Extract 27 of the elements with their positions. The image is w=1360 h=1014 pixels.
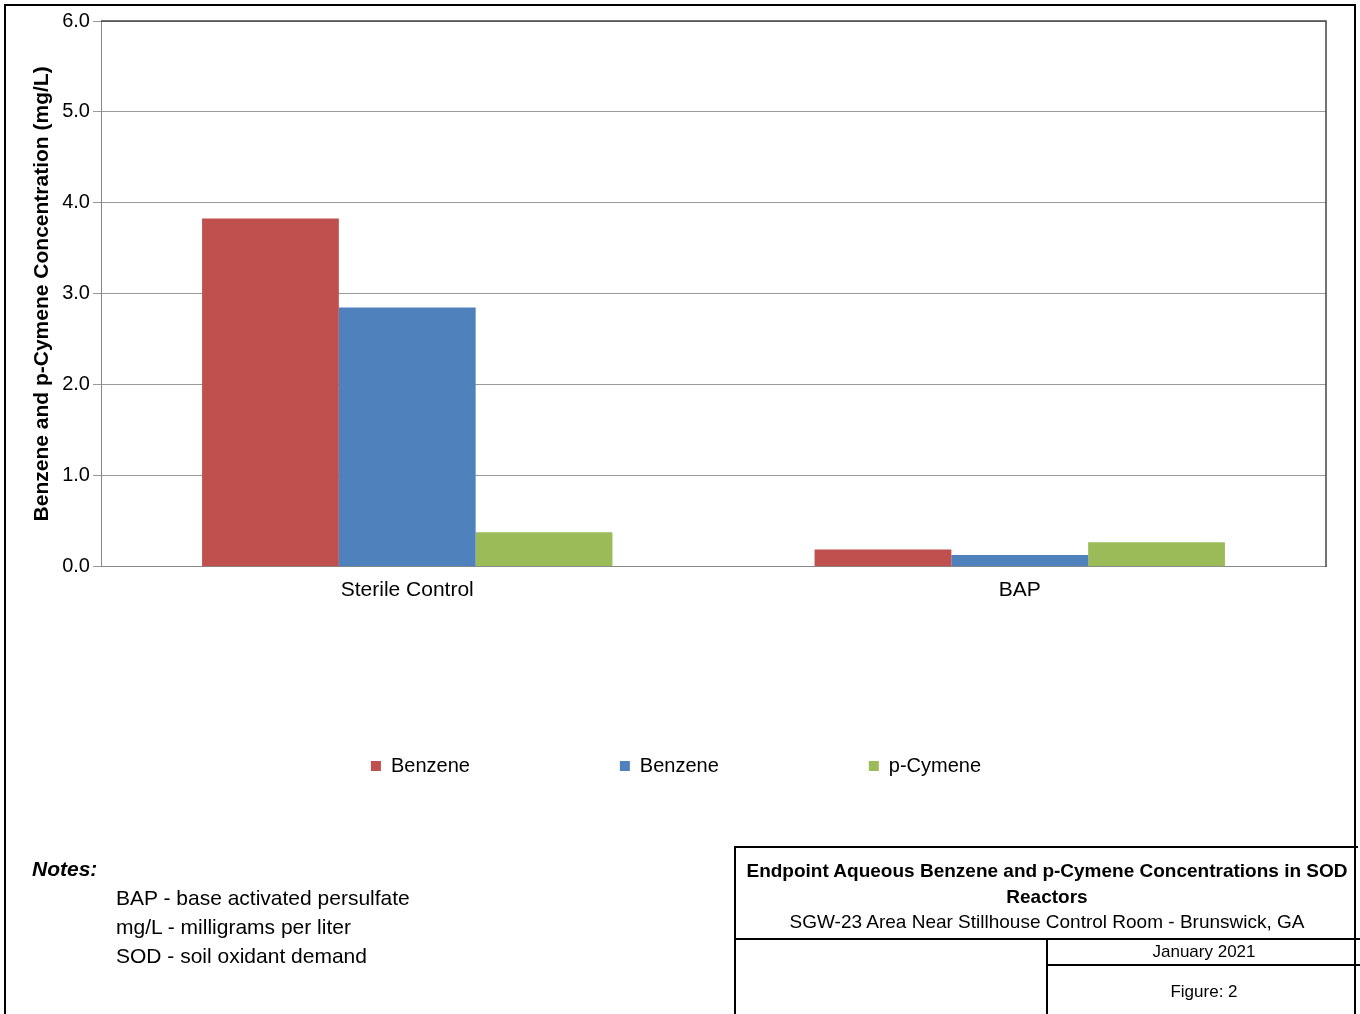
legend-label: Benzene <box>390 753 470 776</box>
y-tick-label: 4.0 <box>62 190 90 213</box>
text: SGW-23 Area Near Stillhouse Control Room - Brunswick, GA <box>788 910 1306 934</box>
y-tick-label: 5.0 <box>62 99 90 122</box>
legend-label: p-Cymene <box>888 753 982 776</box>
y-axis-title: Benzene and p-Cymene Concentration (mg/L) <box>29 66 53 522</box>
bar <box>338 307 476 567</box>
text: Notes: <box>32 856 99 882</box>
y-tick-label: 1.0 <box>62 463 90 486</box>
bar <box>475 532 613 567</box>
bar <box>951 554 1089 567</box>
y-tick-label: 2.0 <box>62 372 90 395</box>
x-tick-label: Sterile Control <box>340 577 474 601</box>
text: mg/L - milligrams per liter <box>115 914 352 940</box>
legend-label: Benzene <box>639 753 719 776</box>
bar <box>814 549 952 567</box>
y-tick-label: 0.0 <box>62 554 90 577</box>
text: January 2021 <box>1048 938 1360 966</box>
text: BAP - base activated persulfate <box>115 885 410 911</box>
x-tick-label: BAP <box>998 577 1041 601</box>
text: SOD - soil oxidant demand <box>115 943 368 969</box>
y-tick-label: 6.0 <box>62 8 90 31</box>
text: Figure: 2 <box>1169 981 1239 1003</box>
bar <box>1088 542 1225 567</box>
y-tick-label: 3.0 <box>62 281 90 304</box>
bar <box>202 218 339 567</box>
text: Endpoint Aqueous Benzene and p-Cymene Concentrations in SOD Reactors <box>745 859 1349 909</box>
